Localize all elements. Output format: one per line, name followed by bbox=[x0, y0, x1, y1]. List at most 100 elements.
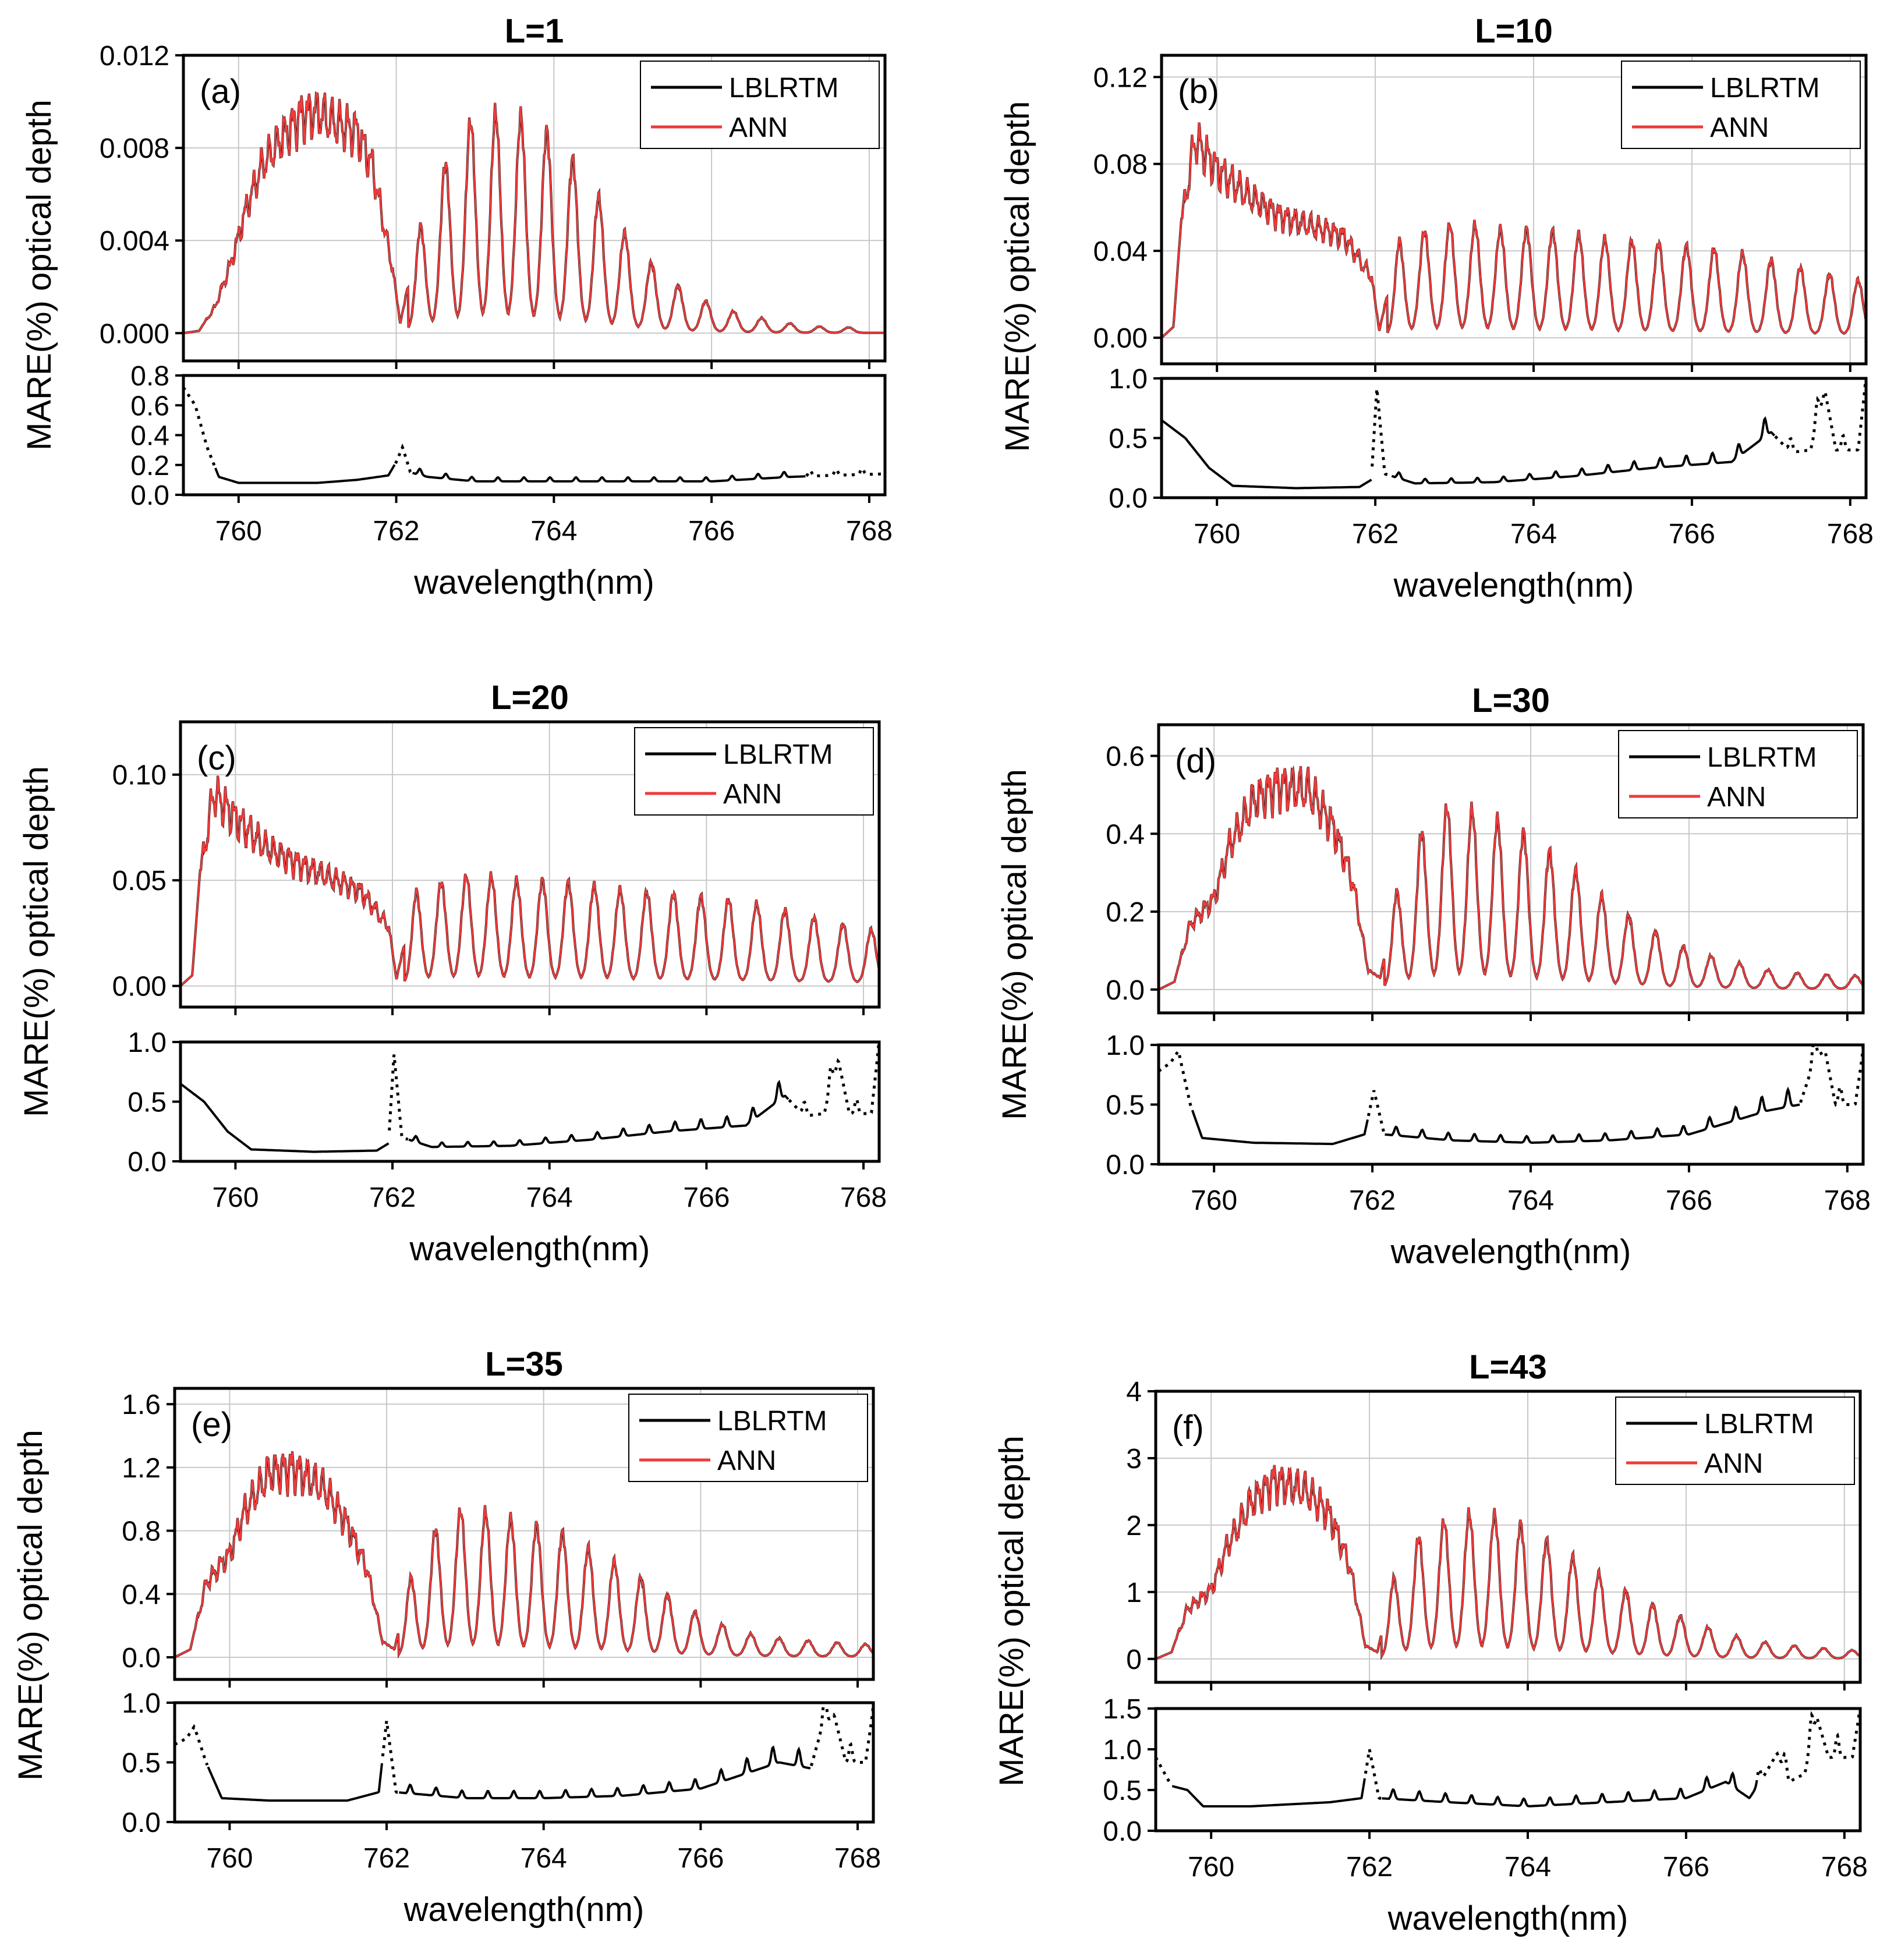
legend-box bbox=[1621, 61, 1861, 149]
x-tick-label: 762 bbox=[1349, 1185, 1396, 1216]
legend: LBLRTM ANN bbox=[634, 727, 874, 816]
plot-frame bbox=[1154, 1390, 1862, 1684]
y-tick-label: 0.08 bbox=[1093, 150, 1148, 180]
legend-box bbox=[634, 727, 874, 816]
y-tick-label: 0.2 bbox=[1106, 897, 1145, 928]
mare-line-dotted bbox=[1371, 378, 1868, 477]
series-line-ann bbox=[179, 775, 880, 987]
x-tick-label: 762 bbox=[373, 516, 420, 547]
y-tick-label: 0.4 bbox=[1106, 819, 1145, 850]
mare-y-tick-label: 1.0 bbox=[122, 1688, 161, 1719]
x-tick-label: 768 bbox=[1827, 519, 1874, 550]
chart-panel-b: L=10 0.00 0.04 0.08 0.12 (b) LBLRTM ANN 0.0 0.5 1.… bbox=[999, 12, 1874, 604]
x-tick-label: 764 bbox=[1510, 519, 1557, 550]
y-axis-label: MARE(%) optical depth bbox=[20, 100, 58, 451]
mare-y-tick-label: 0.5 bbox=[1103, 1775, 1142, 1806]
legend-label-lblrtm: LBLRTM bbox=[1710, 73, 1820, 104]
legend-box bbox=[628, 1394, 868, 1482]
plot-frame bbox=[179, 720, 881, 1009]
y-tick-label: 0.0 bbox=[1106, 975, 1145, 1006]
mare-frame bbox=[1157, 1043, 1865, 1166]
x-axis-label: wavelength(nm) bbox=[1393, 566, 1634, 604]
y-tick-label: 3 bbox=[1126, 1444, 1142, 1475]
x-axis-label: wavelength(nm) bbox=[413, 563, 654, 601]
y-tick-label: 0.10 bbox=[112, 760, 167, 791]
series-line-ann bbox=[183, 91, 885, 334]
panel-label: (a) bbox=[200, 73, 241, 111]
x-tick-label: 760 bbox=[212, 1182, 259, 1213]
mare-line-dotted bbox=[182, 387, 886, 478]
panel-label: (c) bbox=[197, 739, 236, 777]
mare-subplot: 0.0 0.5 1.0 760 762 764 766 768 bbox=[1106, 1030, 1871, 1216]
mare-y-tick-label: 1.0 bbox=[1106, 1030, 1145, 1061]
mare-y-tick-label: 0.0 bbox=[130, 480, 169, 511]
x-tick-label: 762 bbox=[1346, 1852, 1393, 1883]
legend-label-lblrtm: LBLRTM bbox=[717, 1406, 827, 1437]
x-tick-label: 760 bbox=[1188, 1852, 1234, 1883]
panel-label: (b) bbox=[1178, 73, 1219, 111]
legend-label-ann: ANN bbox=[729, 112, 788, 143]
mare-y-tick-label: 0.0 bbox=[1106, 1150, 1145, 1181]
x-tick-label: 764 bbox=[530, 516, 577, 547]
mare-y-tick-label: 1.0 bbox=[1103, 1735, 1142, 1766]
plot-frame bbox=[182, 54, 887, 363]
x-tick-label: 764 bbox=[526, 1182, 573, 1213]
mare-line-dotted bbox=[388, 1041, 881, 1141]
mare-y-tick-label: 0.0 bbox=[1103, 1816, 1142, 1847]
y-tick-label: 0.00 bbox=[1093, 323, 1148, 354]
x-tick-label: 766 bbox=[1669, 519, 1715, 550]
mare-subplot: 0.0 0.5 1.0 760 762 764 766 768 bbox=[128, 1027, 887, 1213]
legend: LBLRTM ANN bbox=[640, 61, 880, 149]
x-tick-label: 760 bbox=[206, 1843, 253, 1874]
chart-title: L=30 bbox=[1472, 682, 1550, 720]
y-tick-label: 2 bbox=[1126, 1511, 1142, 1541]
panel-label: (f) bbox=[1172, 1409, 1204, 1447]
series-line-ann bbox=[1158, 766, 1864, 991]
mare-y-tick-label: 0.0 bbox=[1109, 483, 1148, 514]
legend-label-ann: ANN bbox=[1707, 782, 1766, 813]
x-tick-label: 760 bbox=[1194, 519, 1240, 550]
mare-y-tick-label: 1.0 bbox=[128, 1027, 167, 1058]
legend-label-ann: ANN bbox=[1704, 1448, 1763, 1479]
x-tick-label: 766 bbox=[688, 516, 735, 547]
y-axis-label: MARE(%) optical depth bbox=[999, 101, 1036, 452]
chart-title: L=10 bbox=[1475, 12, 1553, 50]
legend-label-ann: ANN bbox=[717, 1445, 776, 1476]
y-tick-label: 0.6 bbox=[1106, 742, 1145, 772]
chart-title: L=1 bbox=[505, 12, 564, 50]
mare-y-tick-label: 1.5 bbox=[1103, 1694, 1142, 1725]
x-axis-label: wavelength(nm) bbox=[403, 1891, 645, 1929]
y-tick-label: 0.012 bbox=[100, 41, 169, 72]
series-line-lblrtm bbox=[1155, 1465, 1861, 1661]
y-tick-label: 0 bbox=[1126, 1644, 1142, 1675]
chart-title: L=20 bbox=[491, 679, 569, 717]
y-tick-label: 0.004 bbox=[100, 226, 169, 257]
mare-line-dotted bbox=[1157, 1043, 1865, 1135]
y-tick-label: 4 bbox=[1126, 1377, 1142, 1408]
legend-box bbox=[1618, 730, 1858, 818]
x-axis-label: wavelength(nm) bbox=[1387, 1899, 1629, 1937]
mare-frame bbox=[1154, 1707, 1862, 1833]
y-tick-label: 0.12 bbox=[1093, 62, 1148, 93]
mare-subplot: 0.0 0.5 1.0 760 762 764 766 768 bbox=[1109, 364, 1874, 550]
mare-y-tick-label: 0.4 bbox=[130, 421, 169, 452]
mare-line-solid bbox=[179, 1079, 790, 1153]
panel-label: (d) bbox=[1175, 742, 1216, 780]
y-tick-label: 0.8 bbox=[122, 1516, 161, 1547]
mare-y-tick-label: 1.0 bbox=[1109, 364, 1148, 395]
mare-line-solid bbox=[207, 1745, 811, 1802]
mare-subplot: 0.00.20.40.60.8 760 762 764 766 768 bbox=[130, 361, 893, 547]
x-tick-label: 762 bbox=[363, 1843, 410, 1874]
mare-y-tick-label: 0.0 bbox=[128, 1147, 167, 1178]
y-tick-label: 0.00 bbox=[112, 972, 167, 1002]
plot-frame bbox=[1157, 723, 1865, 1015]
x-tick-label: 768 bbox=[840, 1182, 887, 1213]
x-tick-label: 766 bbox=[677, 1843, 724, 1874]
legend-label-lblrtm: LBLRTM bbox=[1707, 742, 1817, 773]
legend: LBLRTM ANN bbox=[1615, 1397, 1855, 1485]
x-tick-label: 768 bbox=[846, 516, 893, 547]
x-tick-label: 764 bbox=[1507, 1185, 1554, 1216]
series-line-lblrtm bbox=[1160, 122, 1867, 339]
legend: LBLRTM ANN bbox=[628, 1394, 868, 1482]
